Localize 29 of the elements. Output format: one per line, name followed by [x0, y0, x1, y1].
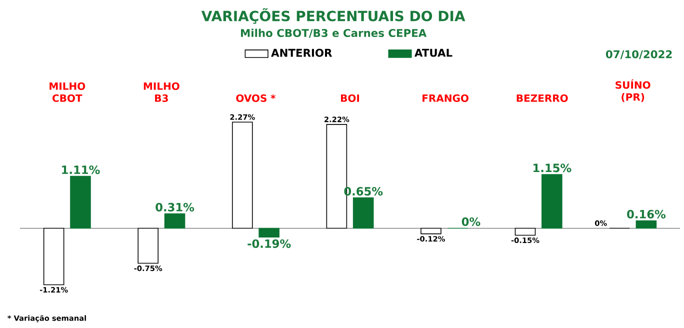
legend-label: ANTERIOR — [271, 48, 332, 57]
data-label: 0% — [462, 217, 480, 226]
bar — [636, 220, 657, 229]
bar — [138, 228, 158, 264]
x-tick-label: SUÍNO (PR) — [616, 79, 650, 102]
bar — [70, 176, 91, 229]
chart-subtitle: Milho CBOT/B3 e Carnes CEPEA — [241, 28, 427, 38]
data-label: 1.15% — [534, 164, 572, 172]
bar — [542, 174, 562, 229]
bar — [258, 228, 280, 238]
text: 07/10/2022 — [606, 50, 672, 60]
data-label: -0.19% — [248, 239, 291, 248]
data-label: 1.11% — [62, 166, 100, 174]
bar — [232, 122, 253, 229]
legend-label: ATUAL — [414, 48, 452, 57]
bar — [43, 228, 64, 286]
x-tick-label: OVOS * — [236, 94, 276, 102]
data-label: 0.16% — [627, 210, 666, 218]
x-tick-label: MILHO CBOT — [50, 82, 86, 102]
bar — [352, 197, 374, 229]
chart-title: VARIAÇÕES PERCENTUAIS DO DIA — [201, 8, 466, 24]
bar — [164, 213, 186, 229]
bar — [420, 228, 442, 234]
x-tick-label: BEZERRO — [516, 94, 568, 102]
x-tick-label: BOI — [341, 94, 360, 102]
data-label: 0.31% — [156, 202, 194, 212]
bar — [514, 228, 536, 236]
x-tick-label: FRANGO — [422, 94, 468, 102]
x-tick-label: MILHO B3 — [144, 82, 180, 102]
